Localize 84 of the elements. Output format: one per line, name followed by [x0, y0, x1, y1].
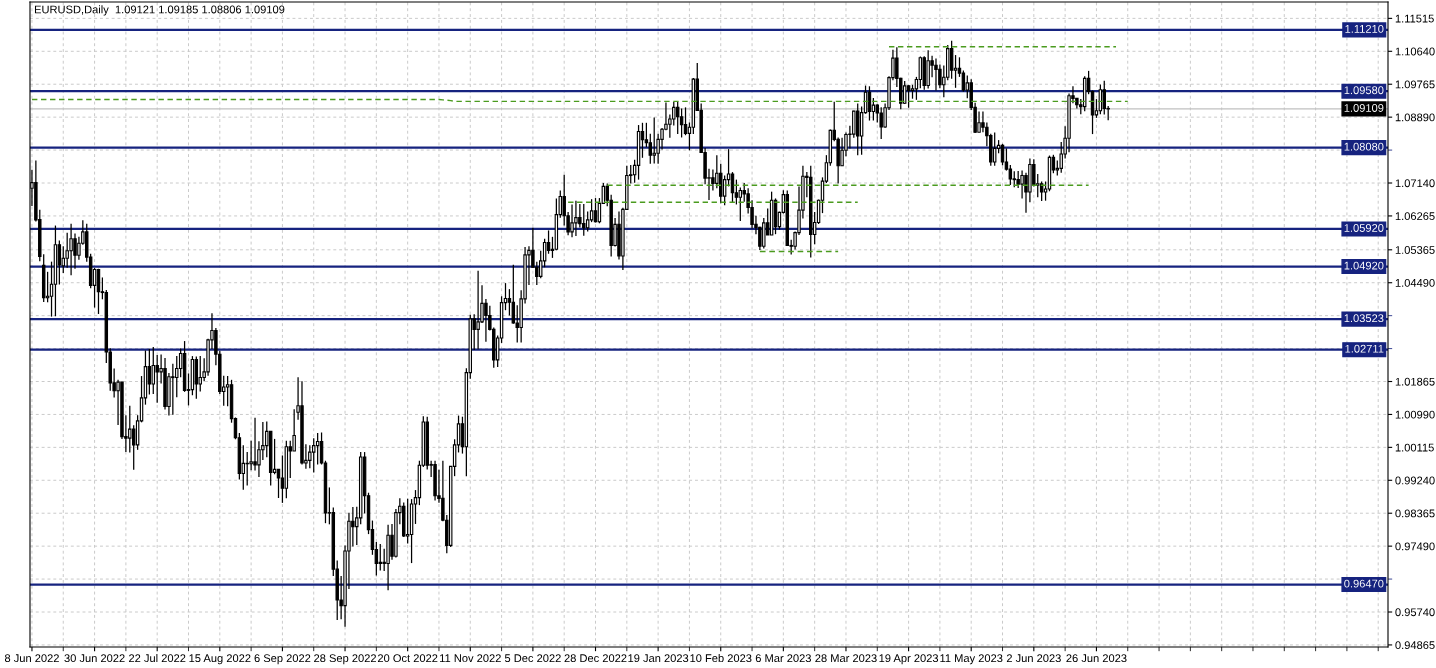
- x-tick-label: 22 Jul 2022: [129, 653, 186, 663]
- y-tick-label: 1.06265: [1395, 212, 1435, 221]
- ref-line-label: 1.02711: [1345, 344, 1384, 353]
- y-tick-label: 1.00990: [1395, 410, 1435, 419]
- candlestick: [593, 197, 598, 224]
- y-tick-label: 0.94865: [1395, 641, 1435, 650]
- x-tick-label: 30 Jun 2022: [64, 654, 125, 663]
- candlestick: [69, 223, 73, 276]
- y-tick-label: 1.11515: [1395, 14, 1434, 23]
- x-tick-label: 11 Nov 2022: [440, 654, 501, 663]
- x-tick-label: 2 Jun 2023: [1006, 654, 1061, 663]
- candlestick: [378, 543, 382, 572]
- candlestick: [245, 451, 249, 487]
- candlestick: [484, 298, 488, 343]
- candlestick: [719, 163, 723, 204]
- y-tick-label: 1.07140: [1395, 179, 1435, 188]
- ref-line-label: 1.09109: [1344, 104, 1384, 112]
- candlestick: [675, 101, 680, 135]
- x-tick-label: 8 Jun 2022: [4, 654, 59, 663]
- candlestick: [582, 203, 586, 237]
- candlestick: [679, 107, 684, 139]
- x-tick-label: 19 Apr 2023: [879, 654, 939, 665]
- y-tick-label: 1.09765: [1395, 80, 1435, 89]
- y-tick-label: 0.97490: [1395, 542, 1435, 551]
- y-tick-label: 1.01865: [1395, 377, 1435, 386]
- candlestick: [683, 106, 688, 136]
- candlestick: [961, 69, 966, 93]
- x-tick-label: 5 Dec 2022: [504, 654, 561, 663]
- y-tick-label: 1.08890: [1395, 113, 1435, 122]
- x-tick-label: 6 Sep 2022: [254, 654, 311, 665]
- candlestick: [198, 355, 202, 393]
- candlestick: [762, 217, 766, 250]
- chart-title: EURUSD,Daily 1.09121 1.09185 1.08806 1.09109: [34, 5, 285, 16]
- candlestick: [476, 270, 480, 350]
- x-tick-label: 28 Sep 2022: [314, 654, 376, 665]
- candlestick: [1020, 169, 1024, 200]
- candlestick: [351, 506, 355, 548]
- candlestick: [977, 110, 981, 133]
- candlestick: [574, 200, 578, 237]
- candlestick: [1102, 80, 1106, 116]
- y-tick-label: 1.04490: [1395, 279, 1435, 287]
- y-tick-label: 0.99240: [1395, 476, 1435, 485]
- candlestick: [879, 106, 883, 140]
- ref-line-label: 1.04920: [1344, 261, 1384, 270]
- candlestick: [902, 80, 907, 105]
- y-tick-label: 0.95740: [1395, 608, 1435, 617]
- candlestick: [570, 203, 574, 238]
- candlestick: [1039, 180, 1044, 202]
- candlestick: [312, 437, 316, 474]
- candlestick: [57, 239, 62, 286]
- candlestick: [840, 137, 844, 167]
- candlestick: [934, 57, 938, 92]
- y-tick-label: 1.00115: [1395, 443, 1434, 452]
- ref-line-label: 1.09580: [1344, 86, 1384, 95]
- ref-line-label: 1.05920: [1344, 224, 1384, 232]
- ref-line-label: 0.96470: [1344, 579, 1384, 588]
- candlestick: [652, 116, 656, 165]
- y-tick-label: 1.05365: [1395, 246, 1435, 254]
- candlestick: [276, 468, 281, 499]
- x-tick-label: 20 Oct 2022: [377, 654, 438, 663]
- x-tick-label: 28 Dec 2022: [564, 654, 627, 663]
- candlestick: [155, 354, 159, 404]
- candlestick: [511, 264, 516, 325]
- x-tick-label: 11 May 2023: [940, 654, 1003, 665]
- x-tick-label: 10 Feb 2023: [690, 653, 752, 663]
- ref-line-label: 1.03523: [1344, 314, 1384, 323]
- y-tick-label: 1.10640: [1395, 47, 1435, 56]
- x-tick-label: 26 Jun 2023: [1066, 654, 1127, 663]
- candlestick: [128, 405, 132, 454]
- x-tick-label: 15 Aug 2022: [189, 654, 251, 665]
- candlestick: [906, 84, 911, 109]
- candlestick: [1000, 143, 1005, 166]
- ref-line-label: 1.11210: [1345, 24, 1384, 33]
- x-tick-label: 19 Jan 2023: [628, 654, 689, 663]
- x-tick-label: 6 Mar 2023: [755, 654, 811, 663]
- candlestick: [171, 363, 175, 416]
- x-tick-label: 28 Mar 2023: [815, 654, 877, 663]
- candlestick: [151, 346, 156, 395]
- ref-line-label: 1.08080: [1344, 142, 1384, 151]
- candlestick: [147, 348, 152, 396]
- candlestick: [61, 245, 65, 274]
- candlestick: [253, 417, 257, 472]
- y-tick-label: 0.98365: [1395, 509, 1435, 518]
- candlestick: [131, 424, 136, 471]
